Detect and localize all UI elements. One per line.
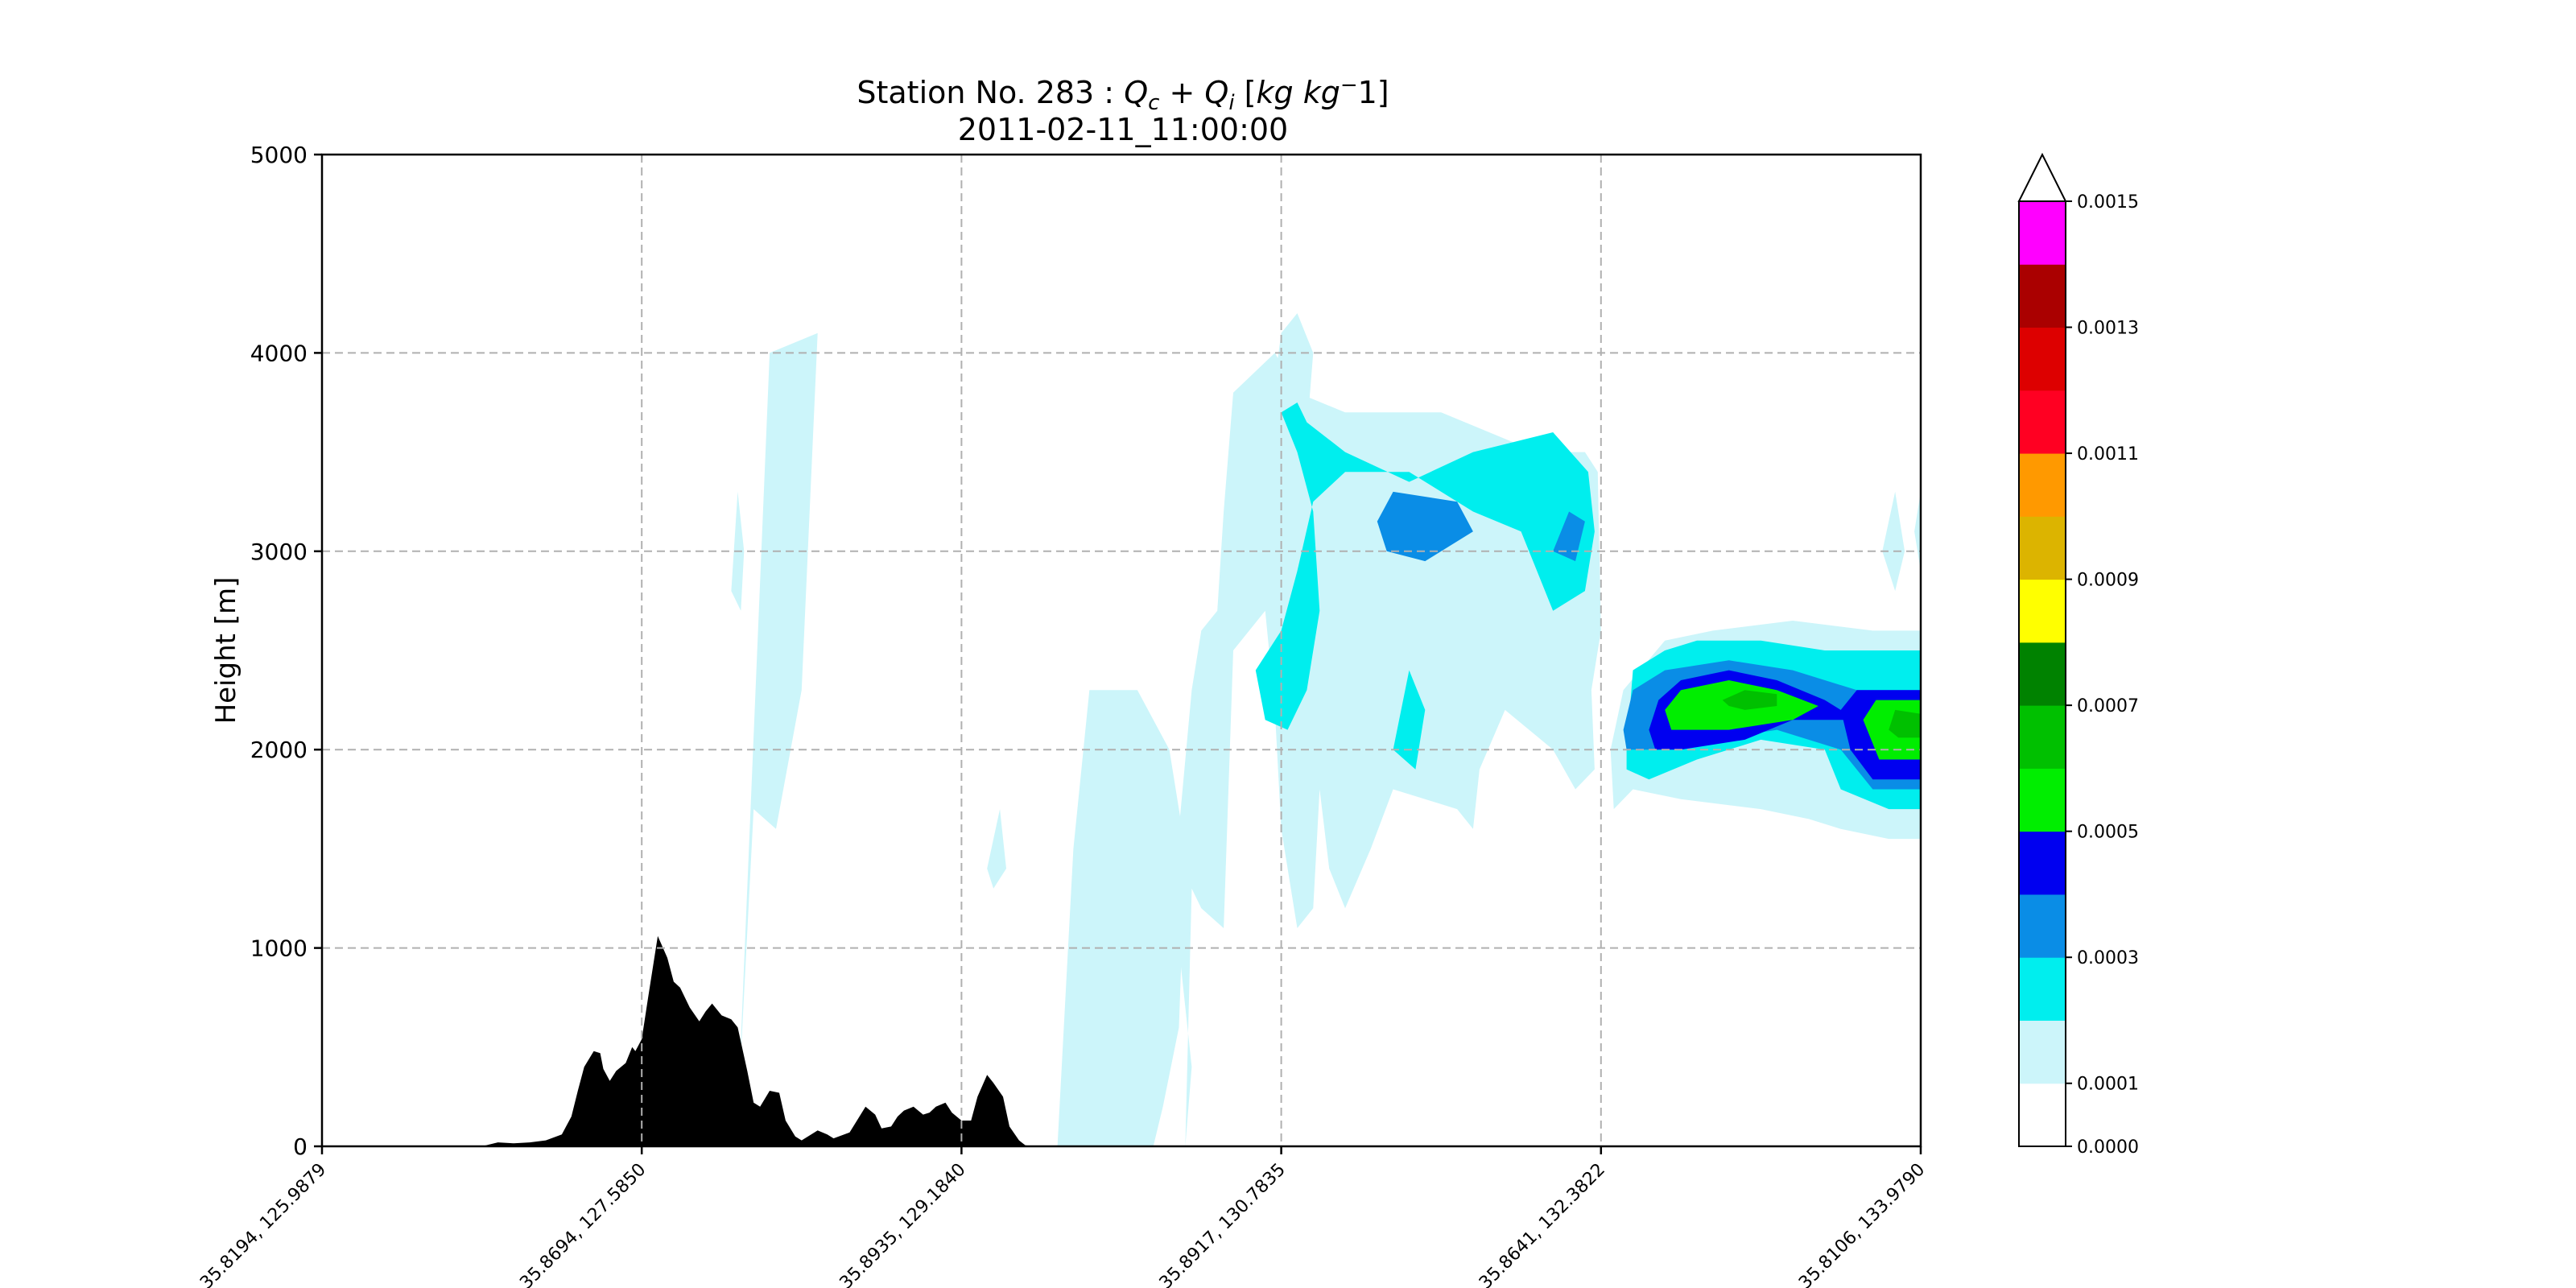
title-line-1: Station No. 283 : Qc + Qi [kg kg−1]	[857, 73, 1389, 115]
x-tick-label: 35.8194, 125.9879	[196, 1160, 330, 1288]
plot-area	[322, 313, 1921, 1146]
colorbar-segment	[2019, 705, 2066, 769]
y-tick-label: 1000	[250, 935, 308, 962]
x-tick-label: 35.8694, 127.5850	[516, 1160, 650, 1288]
title-line-2: 2011-02-11_11:00:00	[958, 112, 1289, 147]
contour-region	[987, 809, 1006, 889]
colorbar-extend-arrow	[2017, 152, 2067, 202]
terrain-layer	[322, 935, 1921, 1146]
x-axis: 35.8194, 125.9879 35.8694, 127.5850 35.893…	[196, 1146, 1929, 1288]
colorbar: 0.0000 0.0001 0.0003 0.0005 0.0007 0.0009 0.00…	[2017, 152, 2139, 1158]
y-tick-label: 2000	[250, 737, 308, 763]
colorbar-segment	[2019, 453, 2066, 517]
terrain-profile	[322, 935, 1921, 1146]
colorbar-segment	[2019, 579, 2066, 643]
contour-region	[1882, 491, 1905, 592]
contour-region	[1255, 402, 1595, 730]
x-tick-label: 35.8106, 133.9790	[1795, 1160, 1929, 1288]
colorbar-segment	[2019, 201, 2066, 265]
x-tick-label: 35.8641, 132.3822	[1476, 1160, 1609, 1288]
y-axis-label: Height [m]	[210, 577, 242, 724]
colorbar-segment	[2019, 264, 2066, 328]
colorbar-tick-label: 0.0007	[2077, 696, 2139, 716]
y-axis: 0 1000 2000 3000 4000 5000	[250, 142, 322, 1160]
colorbar-segment	[2019, 1083, 2066, 1147]
plot-frame	[320, 153, 1922, 1148]
y-tick-label: 5000	[250, 142, 308, 168]
contour-region	[1377, 491, 1473, 562]
contour-region	[1553, 511, 1585, 562]
chart-title: Station No. 283 : Qc + Qi [kg kg−1] 2011…	[857, 73, 1389, 147]
colorbar-tick-label: 0.0015	[2077, 192, 2139, 213]
colorbar-tick-label: 0.0000	[2077, 1137, 2139, 1158]
contour-region	[1722, 690, 1777, 710]
colorbar-tick-label: 0.0005	[2077, 823, 2139, 843]
colorbar-frame	[2018, 200, 2066, 1147]
colorbar-segment	[2019, 390, 2066, 454]
colorbar-tick-label: 0.0009	[2077, 571, 2139, 591]
contour-layer	[731, 313, 1921, 1146]
colorbar-segment	[2019, 327, 2066, 391]
x-tick-label: 35.8917, 130.7835	[1156, 1160, 1290, 1288]
contour-region	[1393, 670, 1426, 770]
colorbar-tick-label: 0.0003	[2077, 948, 2139, 968]
y-tick-label: 3000	[250, 539, 308, 565]
colorbar-segment	[2019, 831, 2066, 895]
colorbar-tick-label: 0.0011	[2077, 444, 2139, 464]
colorbar-segment	[2019, 894, 2066, 958]
colorbar-tick-label: 0.0013	[2077, 319, 2139, 339]
contour-region	[737, 332, 818, 1117]
contour-region	[1057, 690, 1186, 1146]
contour-region	[1889, 709, 1921, 738]
x-tick-label: 35.8935, 129.1840	[836, 1160, 970, 1288]
y-tick-label: 0	[293, 1133, 308, 1160]
y-tick-label: 4000	[250, 340, 308, 366]
colorbar-tick-label: 0.0001	[2077, 1075, 2139, 1095]
colorbar-segment	[2019, 516, 2066, 580]
colorbar-segment	[2019, 1020, 2066, 1084]
colorbar-segment	[2019, 642, 2066, 706]
colorbar-segment	[2019, 768, 2066, 832]
colorbar-segment	[2019, 957, 2066, 1021]
